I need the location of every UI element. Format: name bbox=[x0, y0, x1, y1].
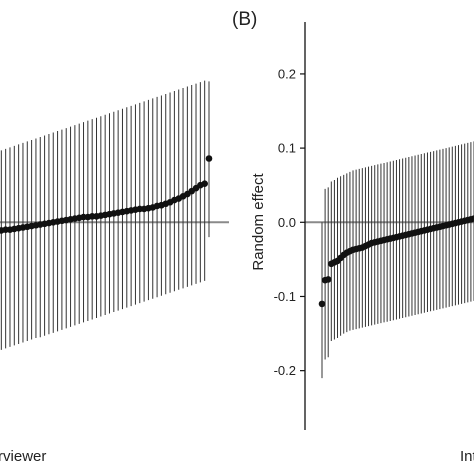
panel-a-estimate-point bbox=[201, 180, 208, 188]
panel-b-y-tick-label: 0.2 bbox=[278, 66, 296, 81]
panel-a bbox=[0, 80, 229, 350]
panel-a-x-axis-title: Interviewer bbox=[0, 448, 46, 465]
panel-a-estimate-point bbox=[205, 155, 213, 162]
panel-b: (B) Random effect 0.2 0.1 0.0 -0.1 -0.2 bbox=[232, 9, 474, 430]
panel-b-x-axis-title: Interviewer bbox=[460, 448, 474, 465]
panel-b-label: (B) bbox=[232, 9, 257, 30]
panel-b-y-tick-label: 0.1 bbox=[278, 141, 296, 156]
panel-b-estimate-point bbox=[470, 215, 474, 222]
panel-b-y-tick-label: -0.2 bbox=[274, 363, 296, 378]
panel-b-y-tick-label: -0.1 bbox=[274, 289, 296, 304]
panel-b-estimate-point bbox=[324, 276, 332, 283]
panel-b-y-axis-title: Random effect bbox=[250, 173, 267, 271]
panel-b-estimate-point bbox=[318, 300, 326, 308]
panel-b-y-tick-label: 0.0 bbox=[278, 215, 296, 230]
